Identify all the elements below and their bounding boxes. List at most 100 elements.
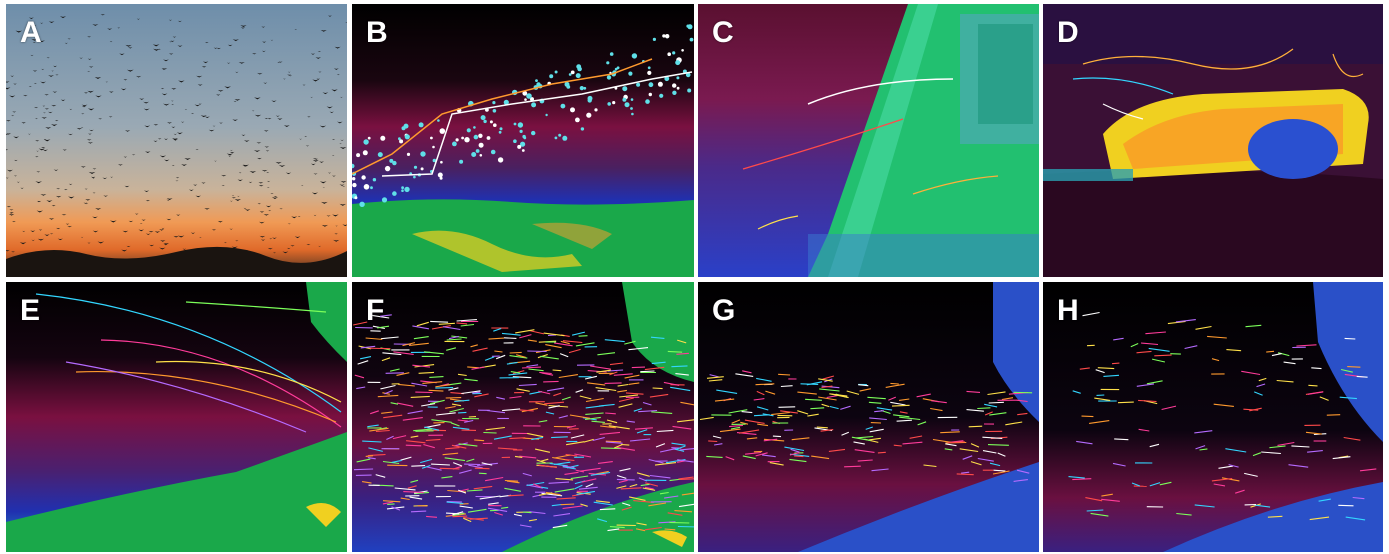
flight-track bbox=[585, 397, 604, 403]
flight-track bbox=[987, 444, 1009, 446]
bat-detection bbox=[664, 76, 670, 82]
flight-track bbox=[382, 501, 394, 505]
flight-track bbox=[1307, 450, 1323, 453]
flight-track bbox=[449, 407, 464, 413]
bat-silhouette bbox=[100, 14, 105, 16]
bat-silhouette bbox=[117, 27, 121, 29]
flight-track bbox=[1277, 352, 1290, 357]
bat-detection bbox=[531, 102, 537, 108]
flight-track bbox=[581, 478, 597, 483]
bat-silhouette bbox=[322, 92, 329, 95]
bat-silhouette bbox=[267, 247, 273, 250]
bat-detection bbox=[575, 73, 581, 79]
bat-silhouette bbox=[213, 47, 218, 49]
flight-track bbox=[745, 451, 762, 455]
flight-track bbox=[485, 476, 504, 482]
bat-silhouette bbox=[92, 216, 98, 219]
bat-silhouette bbox=[328, 172, 332, 174]
flight-track bbox=[821, 385, 840, 389]
flight-track bbox=[992, 470, 1010, 475]
flight-track bbox=[448, 335, 459, 340]
flight-track bbox=[538, 464, 557, 469]
bat-detection bbox=[406, 152, 411, 156]
flight-track bbox=[1339, 396, 1357, 400]
bat-detection bbox=[576, 64, 582, 69]
flight-track bbox=[859, 388, 872, 392]
flight-track bbox=[893, 414, 910, 418]
bat-detection bbox=[420, 151, 426, 157]
bat-silhouette bbox=[272, 237, 277, 239]
flight-track bbox=[1085, 497, 1103, 502]
bat-detection bbox=[554, 136, 558, 140]
bat-silhouette bbox=[10, 75, 15, 77]
bat-silhouette bbox=[159, 247, 166, 250]
flight-track bbox=[1307, 391, 1324, 395]
flight-track bbox=[822, 375, 835, 380]
flight-track bbox=[423, 443, 435, 449]
flight-track bbox=[1235, 489, 1245, 494]
flight-track bbox=[501, 332, 521, 336]
flight-track bbox=[818, 378, 833, 382]
bat-silhouette bbox=[83, 202, 88, 204]
flight-track bbox=[548, 405, 560, 409]
bat-detection bbox=[580, 127, 585, 131]
bat-silhouette bbox=[233, 100, 237, 102]
bat-silhouette bbox=[313, 214, 317, 216]
bat-silhouette bbox=[9, 211, 14, 214]
flight-track bbox=[1072, 390, 1081, 394]
bat-detection bbox=[492, 101, 496, 105]
flight-track bbox=[1175, 319, 1196, 323]
flight-track bbox=[989, 462, 1001, 467]
bat-silhouette bbox=[36, 150, 39, 152]
bat-silhouette bbox=[52, 91, 58, 93]
flight-track bbox=[356, 386, 366, 390]
flight-track bbox=[360, 345, 376, 349]
flight-track bbox=[400, 497, 410, 501]
bat-detection bbox=[380, 135, 386, 141]
flight-track bbox=[885, 383, 905, 388]
flight-track bbox=[755, 383, 775, 386]
flight-track bbox=[410, 435, 419, 438]
bat-silhouette bbox=[229, 228, 233, 230]
flight-track bbox=[789, 458, 807, 463]
bat-silhouette bbox=[22, 230, 26, 232]
bat-silhouette bbox=[314, 158, 319, 160]
bat-silhouette bbox=[160, 88, 165, 90]
flight-track bbox=[1288, 464, 1309, 468]
bat-silhouette bbox=[44, 108, 50, 110]
bat-detection bbox=[659, 93, 664, 98]
bat-detection bbox=[413, 165, 418, 169]
flight-track bbox=[993, 469, 1006, 472]
flight-track bbox=[560, 503, 575, 506]
bat-detection bbox=[622, 97, 627, 102]
bat-detection bbox=[486, 136, 491, 140]
bat-silhouette bbox=[21, 122, 26, 124]
bat-silhouette bbox=[204, 116, 210, 119]
bat-silhouette bbox=[87, 242, 91, 244]
flight-track bbox=[896, 419, 912, 422]
bat-detection bbox=[352, 163, 355, 169]
bat-detection bbox=[499, 127, 503, 131]
flight-track bbox=[584, 416, 601, 421]
flight-track bbox=[566, 425, 577, 429]
flight-track bbox=[674, 510, 693, 513]
bat-silhouette bbox=[168, 19, 172, 21]
flight-track bbox=[791, 437, 810, 441]
flight-track bbox=[509, 355, 528, 359]
bat-silhouette bbox=[89, 129, 94, 132]
bat-detection bbox=[420, 167, 424, 171]
bat-silhouette bbox=[143, 190, 150, 193]
flight-track bbox=[508, 372, 528, 376]
bat-silhouette bbox=[138, 229, 145, 232]
flight-track bbox=[1095, 369, 1105, 374]
flight-track bbox=[426, 466, 442, 471]
flight-track bbox=[453, 462, 463, 467]
flight-track bbox=[1228, 464, 1239, 468]
bat-silhouette bbox=[318, 245, 322, 247]
flight-track bbox=[650, 336, 665, 339]
flight-track bbox=[1283, 361, 1296, 365]
bat-silhouette bbox=[290, 245, 295, 247]
bat-silhouette bbox=[201, 66, 207, 68]
bat-silhouette bbox=[234, 98, 241, 101]
bat-silhouette bbox=[87, 58, 92, 60]
